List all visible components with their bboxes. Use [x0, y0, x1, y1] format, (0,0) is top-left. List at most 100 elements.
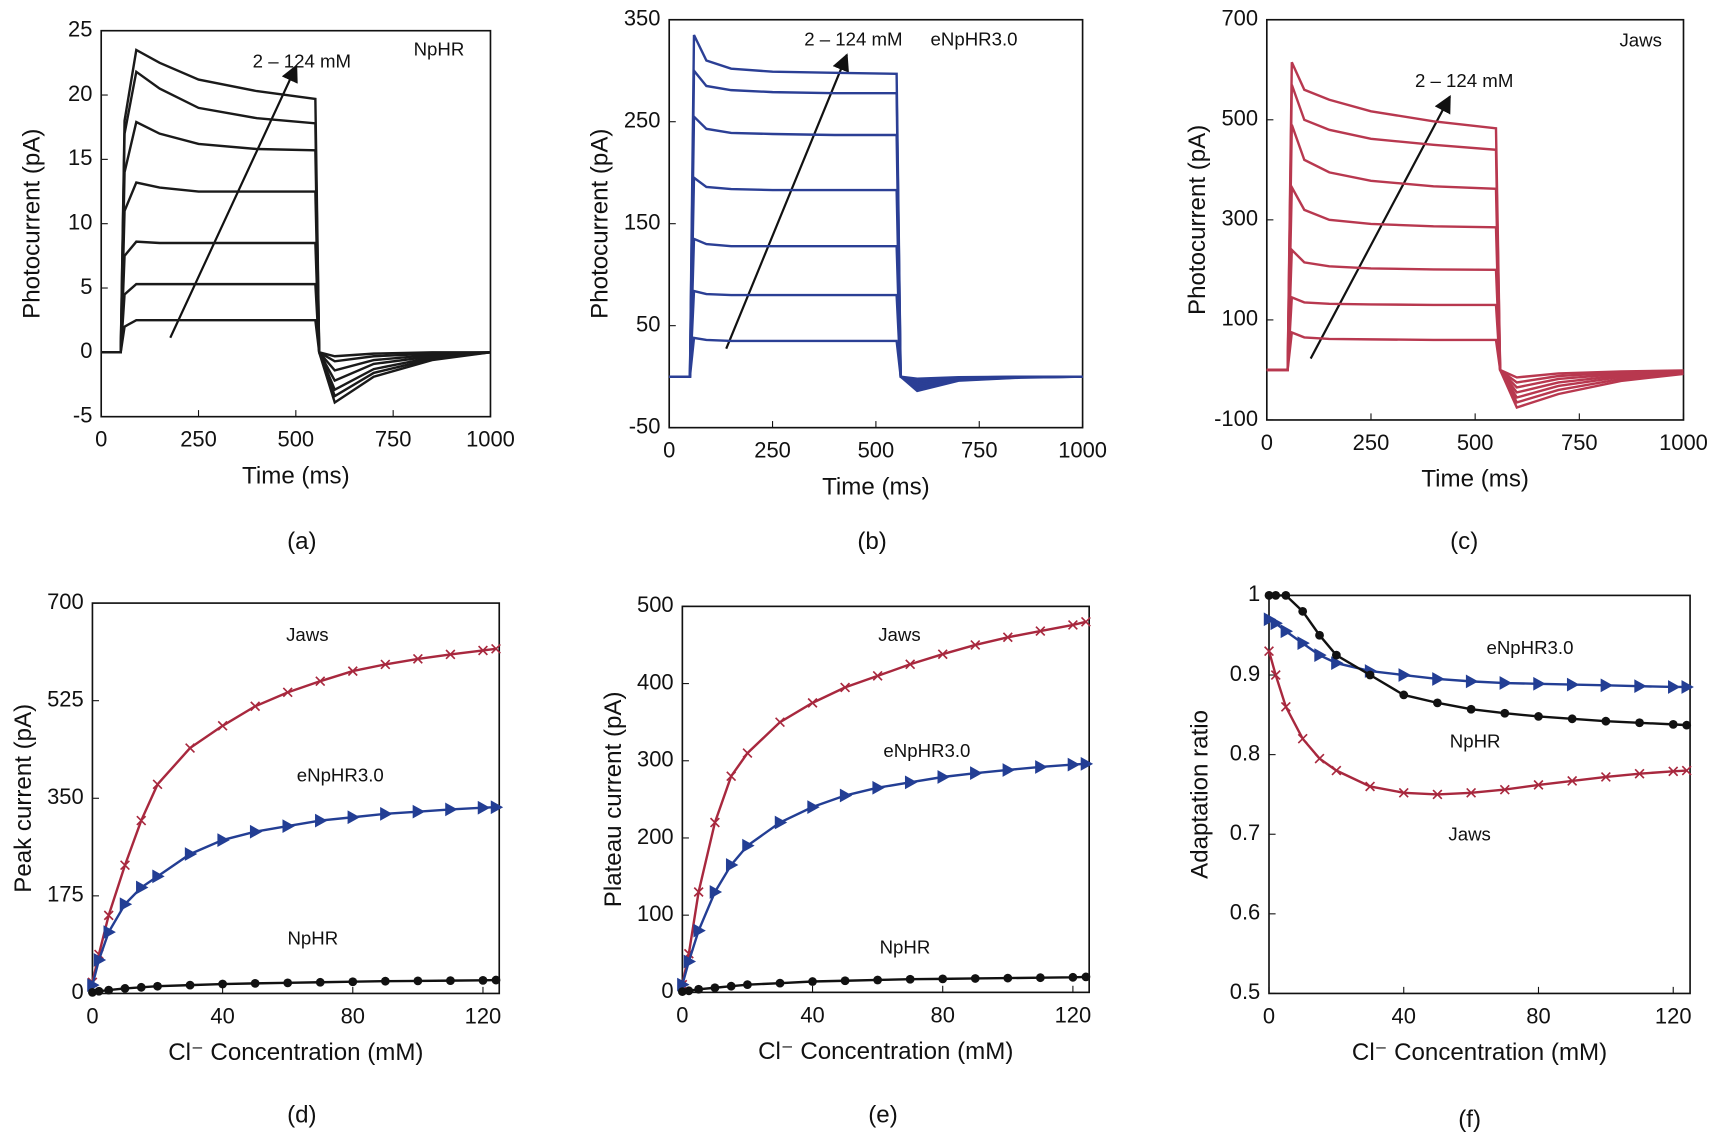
- x-tick-label: 500: [1457, 430, 1494, 455]
- series-line: [101, 48, 491, 405]
- series-line: [101, 181, 491, 383]
- series-label: eNpHR3.0: [883, 740, 970, 761]
- x-tick-label: 80: [931, 1002, 955, 1027]
- y-tick-label: 525: [47, 686, 84, 711]
- point: [684, 986, 694, 996]
- x-axis-label: Cl⁻ Concentration (mM): [758, 1038, 1013, 1065]
- point: [1681, 765, 1692, 776]
- series-line: [669, 336, 1083, 380]
- point: [1298, 606, 1308, 616]
- point: [136, 982, 146, 992]
- point: [348, 977, 358, 987]
- point: [808, 977, 817, 986]
- point: [970, 974, 980, 983]
- point: [103, 910, 114, 921]
- y-tick-label: 350: [624, 6, 661, 31]
- point: [1600, 771, 1611, 782]
- point: [742, 838, 755, 853]
- point: [1567, 775, 1578, 786]
- y-tick-label: 15: [68, 145, 92, 170]
- point: [693, 887, 704, 897]
- point: [1281, 591, 1291, 600]
- point: [315, 676, 326, 687]
- x-tick-label: 40: [800, 1002, 824, 1027]
- y-tick-label: 25: [68, 16, 92, 41]
- point: [282, 819, 295, 834]
- point: [873, 975, 883, 985]
- point: [726, 981, 736, 991]
- point: [774, 815, 788, 830]
- series-label: Jaws: [878, 624, 920, 645]
- point: [1566, 677, 1580, 692]
- point: [152, 869, 165, 884]
- plot-frame: [1268, 594, 1691, 995]
- point: [315, 977, 325, 987]
- point: [1067, 619, 1078, 630]
- point: [1668, 680, 1681, 694]
- point: [282, 687, 293, 698]
- point: [478, 975, 488, 985]
- y-tick-label: 1: [1248, 581, 1260, 606]
- point: [775, 978, 785, 988]
- point: [938, 974, 948, 984]
- series-line: [681, 620, 1087, 985]
- point: [970, 640, 981, 650]
- point: [347, 810, 360, 825]
- point: [1270, 670, 1281, 680]
- series-line: [1266, 182, 1684, 394]
- annotation: 2 – 124 mM: [804, 28, 902, 49]
- arrow: [169, 64, 298, 339]
- point: [185, 743, 196, 754]
- point: [1465, 674, 1479, 689]
- x-tick-label: 250: [754, 438, 791, 463]
- point: [807, 697, 818, 708]
- annotation: 2 – 124 mM: [1415, 70, 1513, 91]
- series-line: [1266, 247, 1684, 389]
- point: [104, 985, 114, 995]
- point: [1365, 781, 1376, 792]
- point: [283, 978, 293, 988]
- series-line: [92, 978, 496, 994]
- point: [726, 771, 737, 782]
- point: [152, 779, 163, 790]
- point: [1668, 766, 1679, 777]
- point: [136, 815, 147, 826]
- point: [1682, 720, 1692, 730]
- annotation: 2 – 124 mM: [253, 50, 351, 71]
- series-line: [669, 237, 1083, 385]
- point: [742, 748, 753, 759]
- x-tick-label: 120: [1655, 1003, 1692, 1028]
- panel-caption: (e): [868, 1102, 897, 1129]
- point: [807, 800, 820, 814]
- x-tick-label: 40: [1392, 1003, 1416, 1028]
- series-line: [682, 975, 1086, 993]
- plot-frame: [681, 605, 1090, 994]
- point: [839, 788, 853, 803]
- point: [1534, 712, 1543, 721]
- y-tick-label: 400: [637, 669, 674, 694]
- point: [1280, 624, 1294, 639]
- series-label: NpHR: [880, 936, 931, 957]
- point: [250, 701, 261, 712]
- y-tick-label: 20: [68, 81, 92, 106]
- point: [1315, 630, 1324, 640]
- y-tick-label: 0.8: [1230, 740, 1260, 765]
- y-tick-label: 0.9: [1230, 661, 1260, 686]
- point: [412, 804, 426, 819]
- panel-caption: (d): [287, 1102, 316, 1129]
- point: [710, 983, 720, 993]
- x-axis-label: Time (ms): [822, 473, 930, 500]
- y-tick-label: 175: [47, 882, 84, 907]
- point: [87, 978, 100, 992]
- annotation: eNpHR3.0: [931, 28, 1018, 49]
- point: [445, 802, 458, 817]
- point: [119, 897, 133, 912]
- x-tick-label: 0: [663, 438, 675, 463]
- y-tick-label: 0: [80, 338, 92, 363]
- point: [1500, 708, 1510, 718]
- point: [905, 974, 915, 984]
- y-tick-label: 300: [1221, 206, 1258, 231]
- point: [1035, 760, 1048, 774]
- y-tick-label: -50: [629, 413, 661, 438]
- x-tick-label: 0: [1261, 430, 1273, 455]
